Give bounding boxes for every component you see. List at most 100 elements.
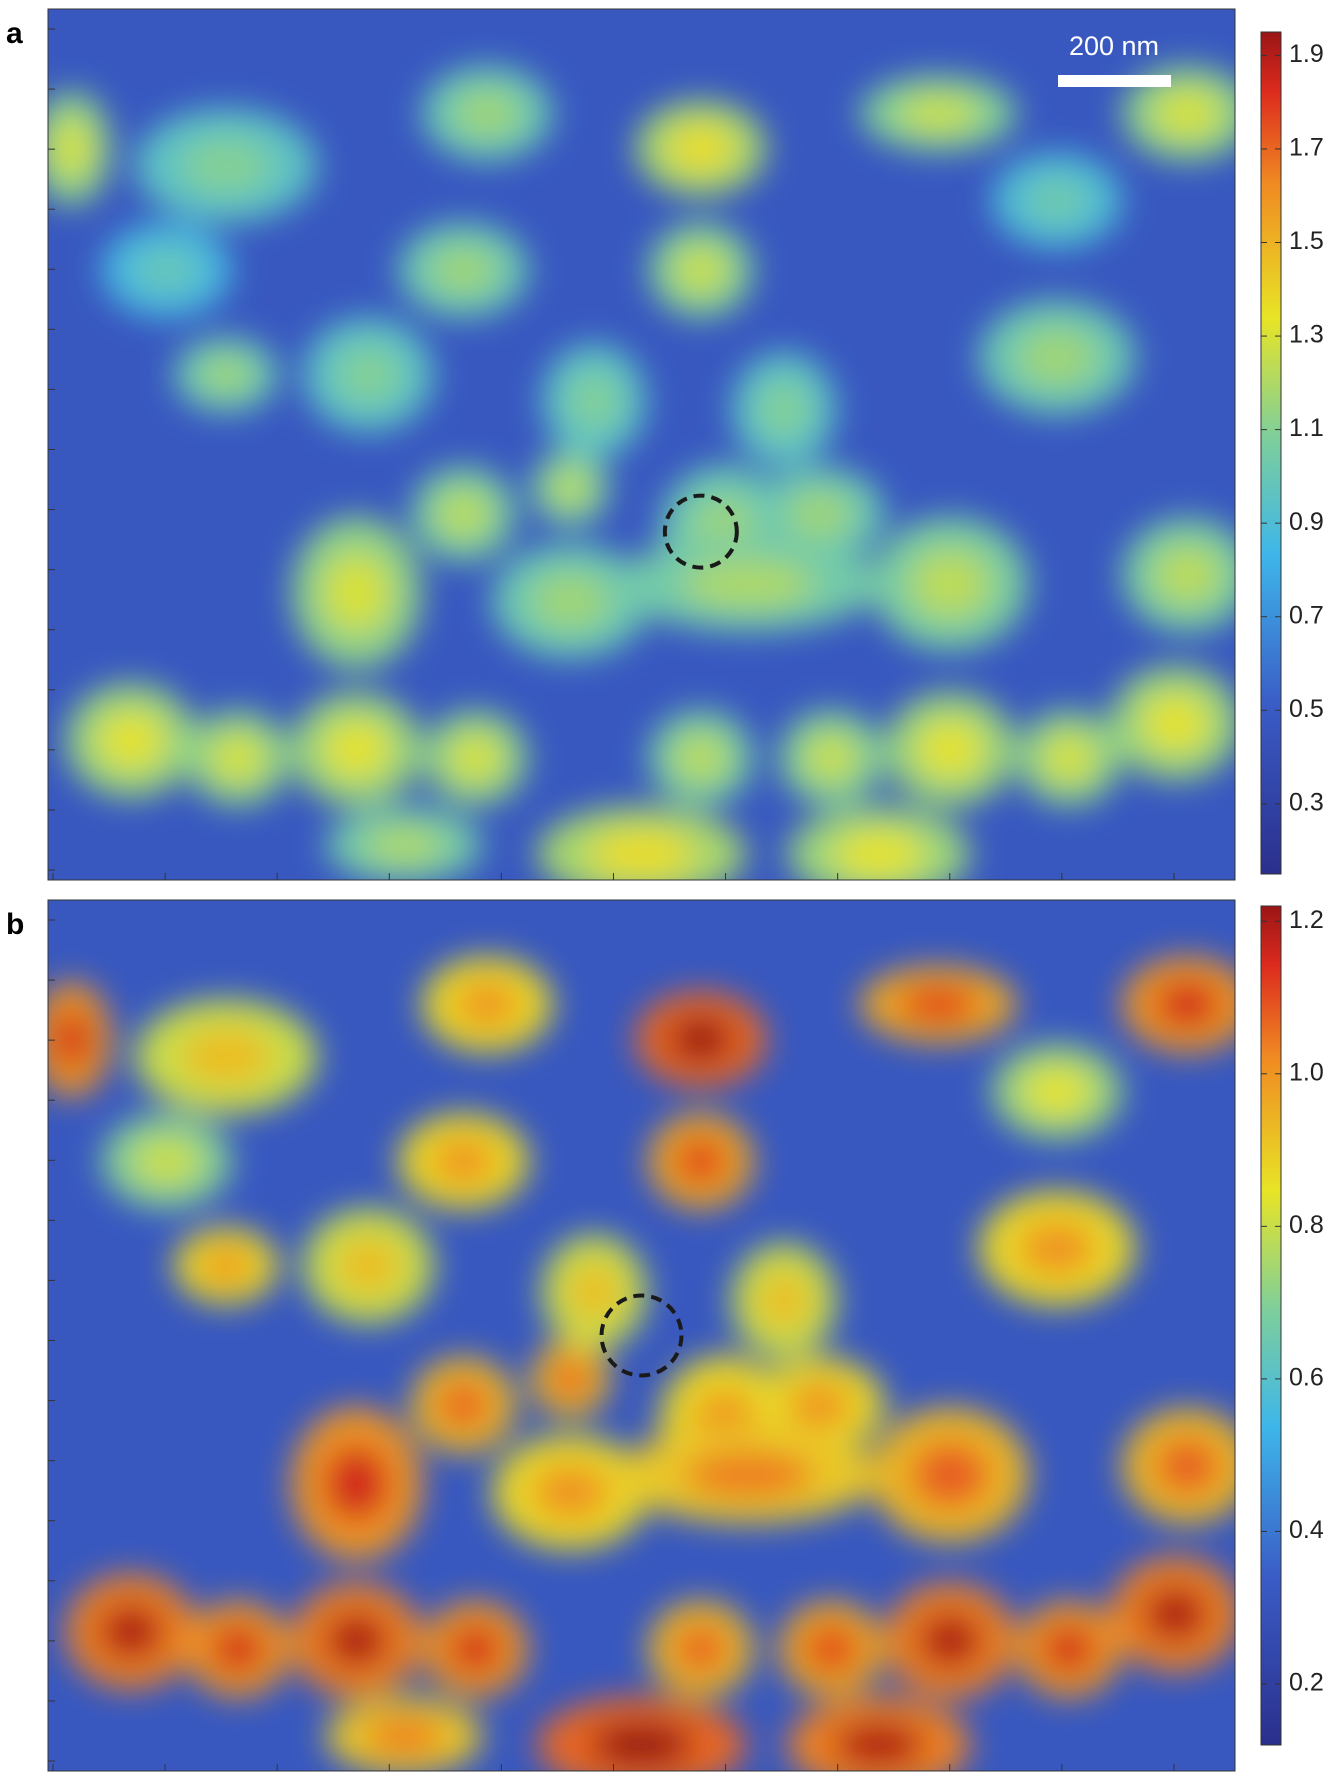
- heatmap: [48, 900, 1235, 1771]
- heatmap: [48, 9, 1235, 880]
- panel-frame: [47, 8, 1236, 881]
- field-core: [134, 246, 200, 295]
- highlight-circle: [662, 493, 739, 570]
- colorbar-tick-label: 1.1: [1289, 414, 1324, 442]
- colorbar: [1260, 31, 1282, 875]
- colorbar-tick-label: 1.2: [1289, 906, 1324, 934]
- field-core: [199, 1246, 253, 1285]
- field-core: [589, 1720, 694, 1769]
- field-core: [674, 1137, 727, 1186]
- field-core: [805, 734, 858, 783]
- field-core: [335, 1237, 402, 1295]
- field-core: [323, 554, 390, 631]
- field-core: [449, 1625, 502, 1674]
- colorbar-tick-label: 1.3: [1289, 321, 1324, 349]
- field-core: [668, 1015, 734, 1064]
- field-core: [833, 1720, 925, 1769]
- field-core: [1154, 980, 1221, 1029]
- field-core: [323, 1611, 390, 1670]
- field-core: [52, 1010, 92, 1069]
- field-core: [531, 572, 610, 631]
- highlight-circle: [599, 1293, 684, 1378]
- field-core: [454, 980, 520, 1029]
- field-core: [180, 137, 272, 195]
- colorbar: [1260, 905, 1282, 1746]
- panel-label: a: [6, 17, 23, 50]
- field-core: [683, 1450, 814, 1499]
- field-core: [1154, 546, 1221, 604]
- field-core: [899, 94, 978, 133]
- colorbar-tick-label: 0.8: [1289, 1211, 1324, 1239]
- field-core: [98, 711, 164, 770]
- colorbar-tick-label: 1.7: [1289, 134, 1324, 162]
- field-core: [917, 1611, 983, 1670]
- field-core: [1143, 1585, 1209, 1643]
- field-core: [833, 829, 925, 878]
- field-core: [805, 1625, 858, 1674]
- field-core: [134, 1137, 200, 1186]
- colorbar-tick-label: 0.4: [1289, 1516, 1324, 1544]
- field-core: [1154, 1437, 1221, 1495]
- field-core: [52, 119, 92, 178]
- field-core: [674, 734, 727, 783]
- colorbar-tick-label: 1.0: [1289, 1058, 1324, 1086]
- field-core: [437, 490, 490, 539]
- field-core: [786, 490, 853, 539]
- field-core: [1017, 328, 1097, 387]
- field-core: [449, 734, 502, 783]
- field-core: [910, 550, 990, 618]
- field-core: [531, 1463, 610, 1522]
- field-core: [430, 246, 497, 295]
- field-core: [180, 1028, 272, 1086]
- colorbar-tick-label: 0.2: [1289, 1669, 1324, 1697]
- field-core: [757, 1271, 811, 1330]
- field-core: [674, 246, 727, 295]
- field-core: [1042, 734, 1095, 783]
- field-core: [683, 559, 814, 608]
- colorbar-tick-label: 0.6: [1289, 1364, 1324, 1392]
- field-core: [1017, 1219, 1097, 1278]
- field-core: [323, 1445, 390, 1522]
- field-core: [199, 355, 253, 394]
- field-core: [323, 720, 390, 779]
- field-core: [910, 1441, 990, 1509]
- field-core: [335, 346, 402, 404]
- field-core: [211, 1625, 265, 1674]
- field-core: [364, 1716, 444, 1756]
- field-core: [567, 372, 621, 430]
- panel-label: b: [6, 908, 24, 941]
- field-core: [211, 734, 265, 783]
- field-core: [1024, 1067, 1090, 1116]
- panel-frame: [47, 899, 1236, 1772]
- field-core: [1154, 89, 1221, 138]
- field-core: [430, 1137, 497, 1186]
- field-core: [454, 89, 520, 138]
- field-core: [674, 1625, 727, 1674]
- field-core: [550, 468, 590, 508]
- field-core: [1024, 176, 1090, 225]
- heatmap-field: [48, 956, 1235, 1771]
- colorbar-tick-label: 1.5: [1289, 227, 1324, 255]
- field-core: [1042, 1625, 1095, 1674]
- colorbar-tick-label: 0.5: [1289, 695, 1324, 723]
- scale-bar-label: 200 nm: [1069, 31, 1159, 61]
- heatmap-field: [48, 65, 1235, 880]
- field-core: [550, 1359, 590, 1399]
- colorbar-tick-label: 0.9: [1289, 508, 1324, 536]
- field-core: [757, 380, 811, 439]
- field-core: [917, 720, 983, 779]
- field-core: [589, 829, 694, 878]
- field-core: [668, 124, 734, 173]
- field-core: [786, 1381, 853, 1430]
- scale-bar: [1058, 75, 1171, 87]
- colorbar-tick-label: 0.7: [1289, 601, 1324, 629]
- field-core: [1143, 694, 1209, 752]
- field-core: [899, 985, 978, 1024]
- colorbar-tick-label: 0.3: [1289, 788, 1324, 816]
- field-core: [364, 825, 444, 865]
- field-core: [98, 1602, 164, 1661]
- colorbar-tick-label: 1.9: [1289, 40, 1324, 68]
- field-core: [437, 1381, 490, 1430]
- field-core: [567, 1263, 621, 1321]
